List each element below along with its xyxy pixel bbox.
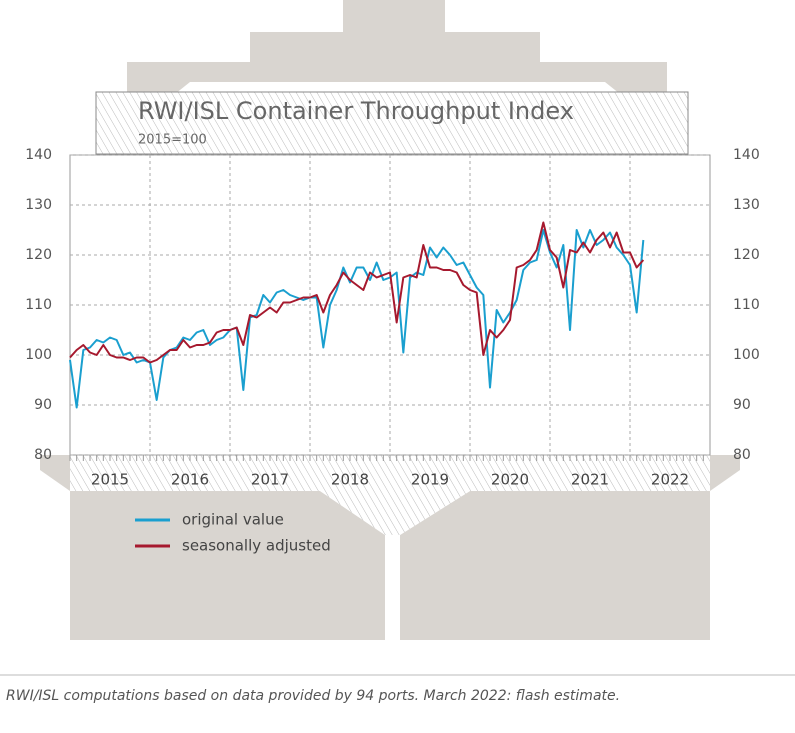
y-tick-label: 90 xyxy=(34,397,52,413)
y-tick-label: 120 xyxy=(25,247,52,263)
chart-title: RWI/ISL Container Throughput Index xyxy=(138,97,574,125)
y2-tick-label: 120 xyxy=(733,247,760,263)
y-tick-label: 140 xyxy=(25,147,52,163)
y2-tick-label: 80 xyxy=(733,447,751,463)
x-tick-label: 2019 xyxy=(411,471,449,489)
chart-subtitle: 2015=100 xyxy=(138,133,207,148)
y2-tick-label: 100 xyxy=(733,347,760,363)
x-tick-label: 2020 xyxy=(491,471,529,489)
x-tick-label: 2017 xyxy=(251,471,289,489)
y-tick-label: 110 xyxy=(25,297,52,313)
y-tick-label: 80 xyxy=(34,447,52,463)
legend-label: seasonally adjusted xyxy=(182,537,331,555)
series-line xyxy=(69,221,645,364)
y2-tick-label: 90 xyxy=(733,397,751,413)
x-tick-label: 2018 xyxy=(331,471,369,489)
x-tick-label: 2015 xyxy=(91,471,129,489)
footnote: RWI/ISL computations based on data provi… xyxy=(6,688,620,704)
x-tick-label: 2016 xyxy=(171,471,209,489)
y2-tick-label: 130 xyxy=(733,197,760,213)
x-tick-label: 2022 xyxy=(651,471,689,489)
y-tick-label: 130 xyxy=(25,197,52,213)
x-tick-label: 2021 xyxy=(571,471,609,489)
y2-tick-label: 110 xyxy=(733,297,760,313)
legend-label: original value xyxy=(182,511,284,529)
y2-tick-label: 140 xyxy=(733,147,760,163)
y-tick-label: 100 xyxy=(25,347,52,363)
